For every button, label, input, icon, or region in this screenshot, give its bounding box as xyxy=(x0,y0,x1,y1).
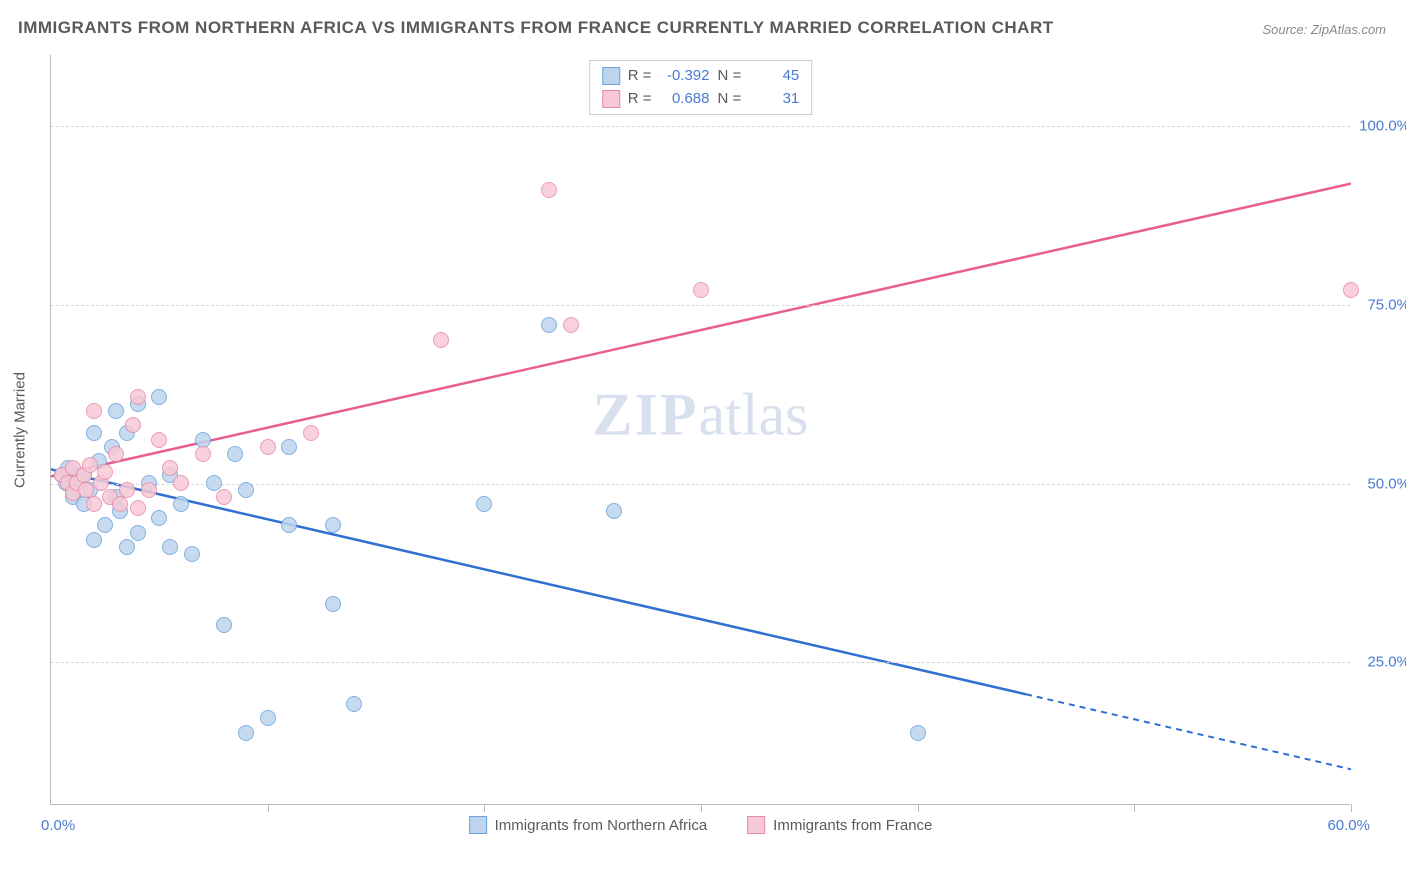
data-point xyxy=(238,482,254,498)
data-point xyxy=(260,710,276,726)
x-tick xyxy=(918,804,919,812)
x-tick xyxy=(1134,804,1135,812)
legend-swatch-pink xyxy=(602,90,620,108)
x-tick xyxy=(701,804,702,812)
r-value-2: 0.688 xyxy=(660,88,710,111)
data-point xyxy=(606,503,622,519)
legend-item-1: Immigrants from Northern Africa xyxy=(469,816,708,834)
n-value-1: 45 xyxy=(749,65,799,88)
y-tick-label: 75.0% xyxy=(1367,297,1406,314)
legend-item-2: Immigrants from France xyxy=(747,816,932,834)
data-point xyxy=(541,182,557,198)
data-point xyxy=(151,389,167,405)
data-point xyxy=(82,457,98,473)
legend-label-1: Immigrants from Northern Africa xyxy=(495,817,708,834)
data-point xyxy=(130,525,146,541)
data-point xyxy=(195,446,211,462)
data-point xyxy=(281,517,297,533)
data-point xyxy=(303,425,319,441)
watermark-atlas: atlas xyxy=(699,381,809,447)
r-value-1: -0.392 xyxy=(660,65,710,88)
data-point xyxy=(130,500,146,516)
data-point xyxy=(693,282,709,298)
data-point xyxy=(141,482,157,498)
legend-row-series2: R = 0.688 N = 31 xyxy=(602,88,800,111)
data-point xyxy=(108,446,124,462)
y-tick-label: 25.0% xyxy=(1367,654,1406,671)
data-point xyxy=(162,460,178,476)
watermark: ZIPatlas xyxy=(593,380,809,449)
r-label: R = xyxy=(628,88,652,111)
data-point xyxy=(346,696,362,712)
legend-swatch-blue xyxy=(469,816,487,834)
data-point xyxy=(108,403,124,419)
data-point xyxy=(325,517,341,533)
x-tick xyxy=(1351,804,1352,812)
legend-label-2: Immigrants from France xyxy=(773,817,932,834)
data-point xyxy=(112,496,128,512)
data-point xyxy=(541,317,557,333)
data-point xyxy=(227,446,243,462)
data-point xyxy=(119,539,135,555)
data-point xyxy=(563,317,579,333)
legend-row-series1: R = -0.392 N = 45 xyxy=(602,65,800,88)
data-point xyxy=(238,725,254,741)
y-axis-label: Currently Married xyxy=(12,372,29,488)
data-point xyxy=(86,425,102,441)
data-point xyxy=(206,475,222,491)
n-label: N = xyxy=(718,88,742,111)
data-point xyxy=(97,517,113,533)
chart-title: IMMIGRANTS FROM NORTHERN AFRICA VS IMMIG… xyxy=(18,18,1054,38)
data-point xyxy=(162,539,178,555)
data-point xyxy=(281,439,297,455)
data-point xyxy=(476,496,492,512)
trend-lines xyxy=(51,55,1351,805)
data-point xyxy=(325,596,341,612)
x-tick xyxy=(268,804,269,812)
gridline xyxy=(51,662,1350,663)
gridline xyxy=(51,126,1350,127)
n-value-2: 31 xyxy=(749,88,799,111)
data-point xyxy=(86,532,102,548)
data-point xyxy=(216,617,232,633)
data-point xyxy=(173,496,189,512)
data-point xyxy=(433,332,449,348)
data-point xyxy=(151,432,167,448)
scatter-plot: ZIPatlas R = -0.392 N = 45 R = 0.688 N =… xyxy=(50,55,1350,805)
n-label: N = xyxy=(718,65,742,88)
watermark-zip: ZIP xyxy=(593,381,699,447)
chart-area: Currently Married ZIPatlas R = -0.392 N … xyxy=(50,55,1350,805)
data-point xyxy=(86,496,102,512)
series-legend: Immigrants from Northern Africa Immigran… xyxy=(469,816,933,834)
data-point xyxy=(260,439,276,455)
data-point xyxy=(1343,282,1359,298)
y-tick-label: 50.0% xyxy=(1367,475,1406,492)
gridline xyxy=(51,305,1350,306)
legend-swatch-blue xyxy=(602,67,620,85)
data-point xyxy=(184,546,200,562)
correlation-legend: R = -0.392 N = 45 R = 0.688 N = 31 xyxy=(589,60,813,115)
r-label: R = xyxy=(628,65,652,88)
data-point xyxy=(910,725,926,741)
data-point xyxy=(173,475,189,491)
x-axis-max-label: 60.0% xyxy=(1327,817,1370,834)
legend-swatch-pink xyxy=(747,816,765,834)
data-point xyxy=(216,489,232,505)
y-tick-label: 100.0% xyxy=(1359,118,1406,135)
x-tick xyxy=(484,804,485,812)
x-axis-min-label: 0.0% xyxy=(41,817,75,834)
source-attribution: Source: ZipAtlas.com xyxy=(1262,22,1386,37)
data-point xyxy=(86,403,102,419)
data-point xyxy=(130,389,146,405)
data-point xyxy=(151,510,167,526)
data-point xyxy=(125,417,141,433)
data-point xyxy=(119,482,135,498)
data-point xyxy=(97,464,113,480)
